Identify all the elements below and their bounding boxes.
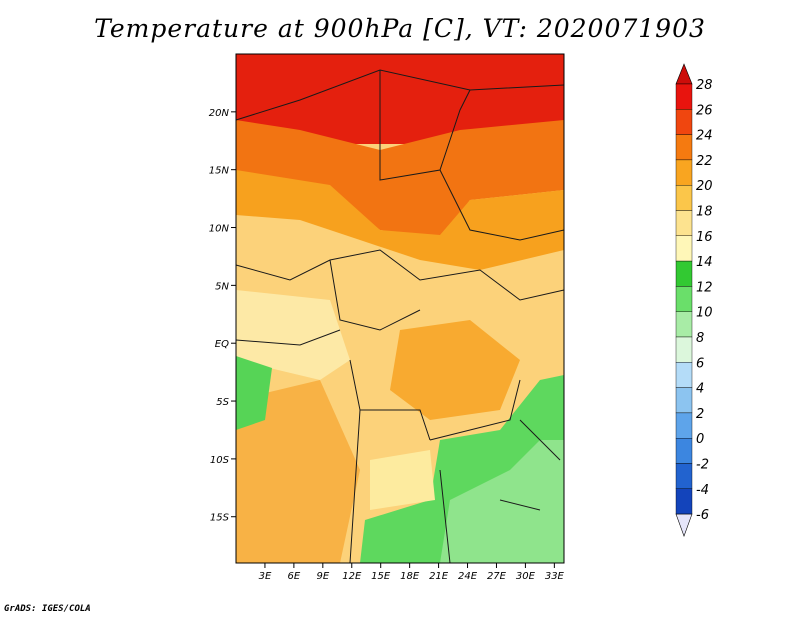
borders xyxy=(235,69,565,564)
lon-tick-label: 30E xyxy=(516,571,536,582)
lon-tick-label: 6E xyxy=(288,571,301,582)
colorbar-label: -4 xyxy=(696,483,709,498)
colorbar-label: -6 xyxy=(696,508,709,523)
colorbar-label: 24 xyxy=(696,129,713,144)
colorbar-segment xyxy=(675,235,693,262)
pale-south-interior xyxy=(370,450,435,510)
lon-tick-label: 15E xyxy=(371,571,391,582)
colorbar-segment xyxy=(675,134,693,161)
map-frame xyxy=(235,53,565,564)
colorbar-segment xyxy=(675,159,693,186)
warm-band-north xyxy=(236,120,564,240)
lat-tick-label: 20N xyxy=(209,108,230,119)
colorbar-label: 8 xyxy=(696,331,704,346)
lon-tick-label: 33E xyxy=(545,571,565,582)
colorbar-label: 20 xyxy=(696,179,713,194)
lon-tick-label: 3E xyxy=(259,571,272,582)
colorbar-top-cap xyxy=(675,63,693,85)
colorbar-segment xyxy=(675,488,693,515)
colorbar-segment xyxy=(675,387,693,414)
colorbar-label: 6 xyxy=(696,356,704,371)
latitude-axis: 20N 15N 10N 5N EQ 5S 10S 15S xyxy=(209,108,236,524)
lon-tick-label: 9E xyxy=(316,571,329,582)
orange-band-sahel xyxy=(236,170,564,270)
lon-tick-label: 21E xyxy=(429,571,449,582)
colorbar-segment xyxy=(675,412,693,439)
grads-credit: GrADS: IGES/COLA xyxy=(4,604,91,614)
colorbar-label: 18 xyxy=(696,205,713,220)
green-west xyxy=(236,356,272,430)
colorbar-label: 28 xyxy=(696,78,713,93)
colorbar-label: 14 xyxy=(696,255,713,270)
colorbar-label: 26 xyxy=(696,103,713,118)
lon-tick-label: 18E xyxy=(400,571,420,582)
lat-tick-label: 10S xyxy=(210,455,230,466)
colorbar-label: 4 xyxy=(696,382,704,397)
colorbar-segment xyxy=(675,463,693,489)
temperature-field xyxy=(235,54,565,564)
colorbar-segment xyxy=(675,311,693,338)
light-green-south xyxy=(440,440,564,563)
orange-southwest xyxy=(236,380,360,563)
warm-center xyxy=(390,320,520,420)
colorbar-bottom-cap xyxy=(675,513,693,537)
colorbar-label: 2 xyxy=(696,407,704,422)
colorbar-segment xyxy=(675,83,693,110)
lat-tick-label: 5S xyxy=(216,397,229,408)
colorbar-label: 10 xyxy=(696,306,713,321)
lon-tick-label: 27E xyxy=(487,571,507,582)
lat-tick-label: 15N xyxy=(209,166,230,177)
lat-tick-label: 10N xyxy=(209,224,230,235)
colorbar-label: 16 xyxy=(696,230,713,245)
colorbar-segment xyxy=(675,260,693,287)
colorbar-label: -2 xyxy=(696,458,709,473)
colorbar-segment xyxy=(675,438,693,464)
lat-tick-label: EQ xyxy=(215,339,229,350)
colorbar-label: 0 xyxy=(696,432,704,447)
colorbar-label: 22 xyxy=(696,154,713,169)
colorbar-segment xyxy=(675,210,693,236)
colorbar-segment xyxy=(675,286,693,312)
colorbar-segment xyxy=(675,184,693,211)
lat-tick-label: 15S xyxy=(210,513,230,524)
lon-tick-label: 12E xyxy=(342,571,362,582)
lat-tick-label: 5N xyxy=(215,281,229,292)
colorbar-segment xyxy=(675,362,693,388)
colorbar-segment xyxy=(675,336,693,363)
chart-title: Temperature at 900hPa [C], VT: 202007190… xyxy=(94,14,706,43)
lon-tick-label: 24E xyxy=(458,571,478,582)
colorbar-segment xyxy=(675,109,693,135)
longitude-axis: 3E 6E 9E 12E 15E 18E 21E 24E 27E 30E 33E xyxy=(259,563,565,582)
pale-coast xyxy=(236,290,350,380)
colorbar-label: 12 xyxy=(696,280,713,295)
